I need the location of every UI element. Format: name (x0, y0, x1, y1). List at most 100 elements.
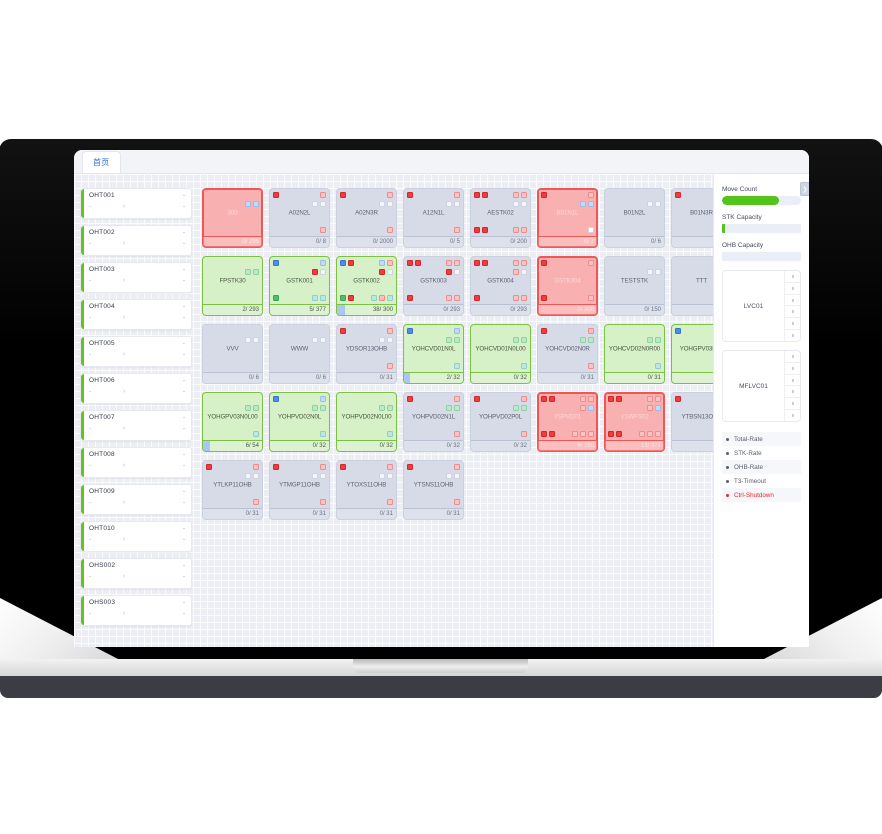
status-red-icon[interactable] (616, 396, 622, 402)
status-pale-icon[interactable] (387, 201, 393, 207)
tile-yspvd01[interactable]: YSPVD01 6/ 150 (537, 392, 598, 452)
device-slot[interactable] (784, 330, 800, 341)
status-gsoft-icon[interactable] (312, 405, 318, 411)
status-rsoft-icon[interactable] (446, 295, 452, 301)
status-pale-icon[interactable] (513, 201, 519, 207)
chevron-right-icon[interactable]: › (122, 462, 126, 469)
status-rsoft-icon[interactable] (454, 499, 460, 505)
status-bsoft-icon[interactable] (580, 201, 586, 207)
device-slot[interactable] (784, 318, 800, 331)
status-bsoft-icon[interactable] (379, 260, 385, 266)
status-pale-icon[interactable] (655, 269, 661, 275)
status-red-icon[interactable] (474, 260, 480, 266)
status-pale-icon[interactable] (647, 269, 653, 275)
status-red-icon[interactable] (675, 396, 681, 402)
legend-item-ctrl-shutdown[interactable]: Ctrl-Shutdown (722, 488, 801, 502)
chevron-right-icon[interactable]: › (122, 388, 126, 395)
chevron-right-icon[interactable]: › (122, 203, 126, 210)
status-rsoft-icon[interactable] (647, 405, 653, 411)
status-pale-icon[interactable] (379, 201, 385, 207)
status-rsoft-icon[interactable] (521, 260, 527, 266)
rail-item-oht004[interactable]: OHT004 - - › - (80, 299, 192, 330)
chevron-right-icon[interactable]: › (122, 610, 126, 617)
status-blue-icon[interactable] (340, 260, 346, 266)
status-rsoft-icon[interactable] (253, 499, 259, 505)
status-blue-icon[interactable] (273, 260, 279, 266)
status-pale-icon[interactable] (320, 337, 326, 343)
chevron-right-icon[interactable]: › (122, 240, 126, 247)
tile-gstk001[interactable]: GSTK001 5/ 377 (269, 256, 330, 316)
status-gsoft-icon[interactable] (513, 405, 519, 411)
device-slot[interactable] (784, 351, 800, 363)
status-gsoft-icon[interactable] (521, 337, 527, 343)
status-tsoft-icon[interactable] (320, 431, 326, 437)
status-red-icon[interactable] (474, 192, 480, 198)
status-red-icon[interactable] (675, 192, 681, 198)
status-red-icon[interactable] (446, 269, 452, 275)
status-bsoft-icon[interactable] (454, 328, 460, 334)
status-gsoft-icon[interactable] (245, 405, 251, 411)
status-rsoft-icon[interactable] (580, 431, 586, 437)
status-rsoft-icon[interactable] (446, 260, 452, 266)
status-bsoft-icon[interactable] (588, 405, 594, 411)
chevron-right-icon[interactable]: › (122, 573, 126, 580)
rail-item-oht006[interactable]: OHT006 - - › - (80, 373, 192, 404)
status-rsoft-icon[interactable] (588, 431, 594, 437)
status-blue-icon[interactable] (675, 328, 681, 334)
status-gsoft-icon[interactable] (655, 337, 661, 343)
tile-gstk003[interactable]: GSTK003 0/ 293 (403, 256, 464, 316)
status-rsoft-icon[interactable] (387, 328, 393, 334)
rail-item-oht008[interactable]: OHT008 - - › - (80, 447, 192, 478)
status-rsoft-icon[interactable] (387, 260, 393, 266)
device-slot[interactable] (784, 271, 800, 283)
tile-yohgpv03n0l00[interactable]: YOHGPV03N0L00 6/ 54 (202, 392, 263, 452)
status-rsoft-icon[interactable] (513, 269, 519, 275)
tile-vvv[interactable]: VVV 0/ 6 (202, 324, 263, 384)
device-slot[interactable] (784, 362, 800, 375)
device-slot[interactable] (784, 306, 800, 319)
status-red-icon[interactable] (541, 396, 547, 402)
status-pale-icon[interactable] (387, 473, 393, 479)
rail-item-ohs002[interactable]: OHS002 - - › - (80, 558, 192, 589)
chevron-right-icon[interactable]: › (122, 314, 126, 321)
status-bsoft-icon[interactable] (245, 201, 251, 207)
rail-item-oht001[interactable]: OHT001 - - › - (80, 188, 192, 219)
tile-ytbsn13ohb[interactable]: YTBSN13OHB 0/ 31 (671, 392, 713, 452)
status-rsoft-icon[interactable] (588, 396, 594, 402)
status-rsoft-icon[interactable] (588, 328, 594, 334)
tile-yohcvd02n0r[interactable]: YOHCVD02N0R 0/ 31 (537, 324, 598, 384)
status-red-icon[interactable] (474, 396, 480, 402)
status-red-icon[interactable] (273, 192, 279, 198)
device-slot[interactable] (784, 294, 800, 307)
status-rsoft-icon[interactable] (387, 499, 393, 505)
legend-item-stk-rate[interactable]: STK-Rate (722, 446, 801, 460)
device-slot[interactable] (784, 410, 800, 421)
status-pale-icon[interactable] (253, 337, 259, 343)
tile-300[interactable]: 300 0/ 296 (202, 188, 263, 248)
status-gsoft-icon[interactable] (588, 337, 594, 343)
status-red-icon[interactable] (407, 192, 413, 198)
status-pale-icon[interactable] (454, 473, 460, 479)
status-red-icon[interactable] (415, 260, 421, 266)
status-pale-icon[interactable] (312, 337, 318, 343)
status-pale-icon[interactable] (521, 201, 527, 207)
status-rsoft-icon[interactable] (387, 227, 393, 233)
status-rsoft-icon[interactable] (513, 295, 519, 301)
status-tsoft-icon[interactable] (521, 363, 527, 369)
device-slot[interactable] (784, 282, 800, 295)
status-red-icon[interactable] (407, 295, 413, 301)
status-red-icon[interactable] (482, 260, 488, 266)
status-red-icon[interactable] (549, 431, 555, 437)
status-pale-icon[interactable] (454, 269, 460, 275)
tile-yohcvd02n0r00[interactable]: YOHCVD02N0R00 0/ 31 (604, 324, 665, 384)
status-rsoft-icon[interactable] (572, 431, 578, 437)
status-red-icon[interactable] (273, 464, 279, 470)
tile-ytsns11ohb[interactable]: YTSNS11OHB 0/ 31 (403, 460, 464, 520)
status-tsoft-icon[interactable] (320, 295, 326, 301)
status-pale-icon[interactable] (312, 473, 318, 479)
status-rsoft-icon[interactable] (379, 295, 385, 301)
status-bsoft-icon[interactable] (253, 201, 259, 207)
status-pale-icon[interactable] (521, 269, 527, 275)
status-rsoft-icon[interactable] (513, 260, 519, 266)
status-rsoft-icon[interactable] (647, 431, 653, 437)
